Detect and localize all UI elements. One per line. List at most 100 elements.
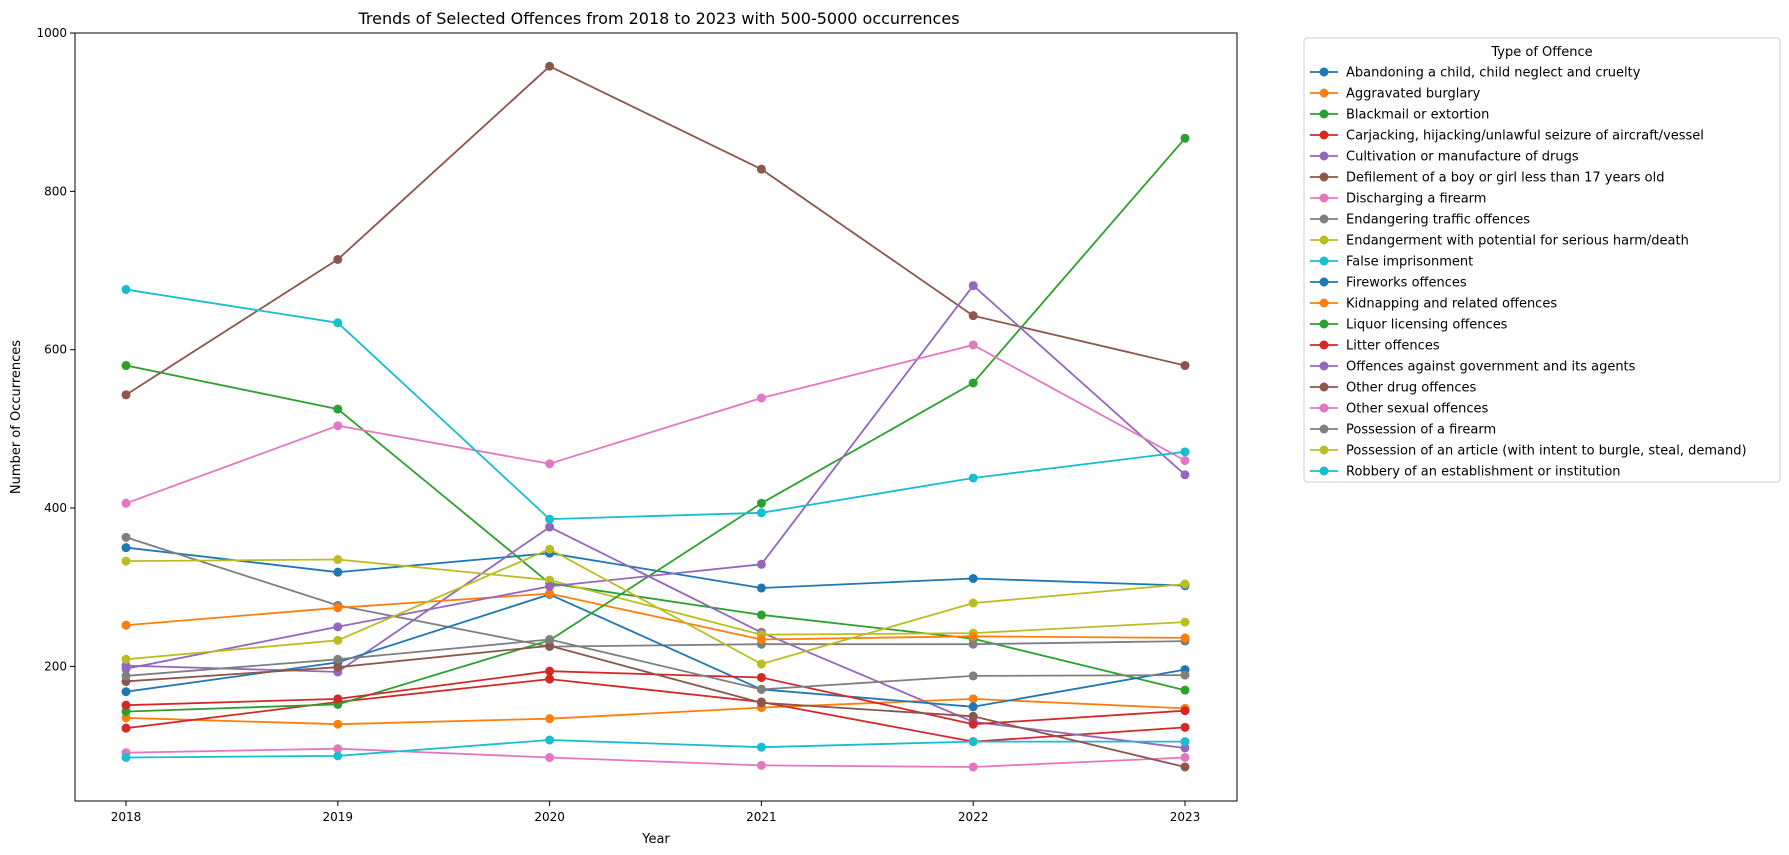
legend-label: Possession of a firearm <box>1346 423 1496 438</box>
legend-marker <box>1319 109 1329 119</box>
data-point <box>756 583 766 593</box>
data-point <box>1180 743 1190 753</box>
legend-item: Defilement of a boy or girl less than 17… <box>1310 171 1664 186</box>
series-line <box>125 284 1186 670</box>
data-point <box>756 742 766 752</box>
legend-item: Endangering traffic offences <box>1310 213 1530 228</box>
data-point <box>545 752 555 762</box>
data-point <box>333 254 343 264</box>
series-line <box>125 288 1186 520</box>
data-point <box>1180 361 1190 371</box>
legend-marker <box>1319 277 1329 287</box>
data-point <box>968 639 978 649</box>
series-line <box>125 739 1185 759</box>
legend-marker <box>1319 67 1329 77</box>
series-20 <box>121 285 1190 524</box>
data-point <box>1180 633 1190 643</box>
data-point <box>756 164 766 174</box>
data-point <box>545 459 555 469</box>
data-point <box>333 404 343 414</box>
legend-label: Offences against government and its agen… <box>1346 360 1636 375</box>
legend-items: Abandoning a child, child neglect and cr… <box>1310 66 1747 480</box>
legend-marker <box>1319 382 1329 392</box>
legend-label: Other drug offences <box>1346 381 1477 396</box>
series-line <box>125 65 1186 396</box>
data-point <box>333 622 343 632</box>
data-point <box>756 684 766 694</box>
data-point <box>968 281 978 291</box>
data-point <box>545 575 555 585</box>
data-point <box>121 723 131 733</box>
legend-marker <box>1319 340 1329 350</box>
series-line <box>125 546 1186 589</box>
data-point <box>1180 470 1190 480</box>
legend-item: Fireworks offences <box>1310 276 1467 291</box>
data-point <box>121 532 131 542</box>
data-point <box>545 589 555 599</box>
legend-item: Carjacking, hijacking/unlawful seizure o… <box>1310 129 1704 144</box>
legend-item: Aggravated burglary <box>1310 87 1481 102</box>
data-point <box>1180 752 1190 762</box>
legend-label: Possession of an article (with intent to… <box>1346 444 1747 459</box>
data-point <box>121 700 131 710</box>
y-tick-label: 600 <box>44 343 67 357</box>
legend-marker <box>1319 445 1329 455</box>
legend-label: Cultivation or manufacture of drugs <box>1346 150 1579 165</box>
data-point <box>1180 762 1190 772</box>
chart-title: Trends of Selected Offences from 2018 to… <box>357 9 959 28</box>
data-point <box>968 702 978 712</box>
legend-item: Possession of a firearm <box>1310 423 1496 438</box>
legend-marker <box>1319 88 1329 98</box>
data-point <box>545 544 555 554</box>
legend-marker <box>1319 298 1329 308</box>
y-axis-label: Number of Occurrences <box>9 340 24 494</box>
data-point <box>121 390 131 400</box>
legend-marker <box>1319 424 1329 434</box>
data-point <box>968 737 978 747</box>
legend-label: Blackmail or extortion <box>1346 108 1489 123</box>
y-tick-label: 400 <box>44 501 67 515</box>
x-tick-label: 2019 <box>323 810 354 824</box>
legend-label: Other sexual offences <box>1346 402 1489 417</box>
data-point <box>1180 670 1190 680</box>
data-point <box>545 714 555 724</box>
series-line <box>125 344 1186 505</box>
series-18 <box>121 634 1190 694</box>
data-point <box>121 498 131 508</box>
series-15 <box>121 281 1190 674</box>
y-axis: 200 400 600 800 1000 <box>36 26 75 673</box>
data-point <box>333 694 343 704</box>
legend-marker <box>1319 235 1329 245</box>
legend-marker <box>1319 319 1329 329</box>
legend-item: Other sexual offences <box>1310 402 1489 417</box>
legend-label: Aggravated burglary <box>1346 87 1481 102</box>
data-point <box>756 698 766 708</box>
legend-item: Liquor licensing offences <box>1310 318 1508 333</box>
data-point <box>121 713 131 723</box>
series-line <box>125 644 1186 768</box>
data-point <box>1180 685 1190 695</box>
data-point <box>1180 447 1190 457</box>
x-tick-label: 2020 <box>534 810 565 824</box>
legend-label: Carjacking, hijacking/unlawful seizure o… <box>1346 129 1704 144</box>
x-tick-label: 2018 <box>111 810 142 824</box>
data-point <box>968 598 978 608</box>
legend-marker <box>1319 256 1329 266</box>
data-point <box>968 631 978 641</box>
data-point <box>121 654 131 664</box>
legend-label: Litter offences <box>1346 339 1440 354</box>
legend-item: Other drug offences <box>1310 381 1477 396</box>
data-point <box>121 361 131 371</box>
data-point <box>333 744 343 754</box>
series-line <box>125 548 1186 665</box>
data-point <box>968 340 978 350</box>
legend-item: False imprisonment <box>1310 255 1473 270</box>
data-point <box>333 662 343 672</box>
data-point <box>968 378 978 388</box>
data-point <box>1180 456 1190 466</box>
legend-label: Fireworks offences <box>1346 276 1467 291</box>
legend-label: Endangerment with potential for serious … <box>1346 234 1689 249</box>
series-10 <box>121 735 1190 762</box>
data-point <box>545 674 555 684</box>
